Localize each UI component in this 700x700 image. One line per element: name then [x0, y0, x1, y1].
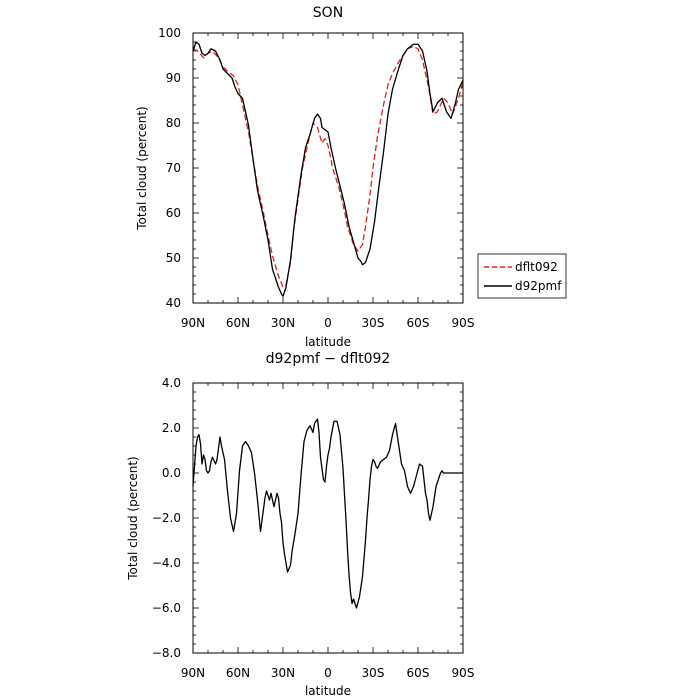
bottom-chart-title: d92pmf − dflt092: [266, 351, 391, 367]
legend-label-d92pmf: d92pmf: [515, 279, 562, 293]
bottom-chart-ytick-label: 4.0: [162, 376, 181, 390]
top-chart-ytick-label: 100: [158, 26, 181, 40]
bottom-chart-xlabel: latitude: [305, 684, 351, 698]
top-chart-ytick-label: 70: [166, 161, 181, 175]
bottom-chart-ytick-label: 2.0: [162, 421, 181, 435]
legend-label-dflt092: dflt092: [515, 260, 558, 274]
bottom-chart-frame: [192, 382, 464, 654]
bottom-chart-xtick-label: 30S: [362, 666, 385, 680]
top-chart-xtick-label: 60S: [407, 316, 430, 330]
top-chart-ytick-label: 60: [166, 206, 181, 220]
legend-box: [477, 253, 567, 299]
top-chart-xtick-label: 30S: [362, 316, 385, 330]
top-chart: SON Total cloud (percent) latitude 40 50 6…: [135, 5, 474, 349]
bottom-chart-xtick-label: 60S: [407, 666, 430, 680]
top-chart-xtick-label: 0: [324, 316, 332, 330]
bottom-chart-xtick-label: 30N: [271, 666, 295, 680]
top-chart-ytick-label: 50: [166, 251, 181, 265]
bottom-chart-ytick-label: −8.0: [152, 646, 181, 660]
top-chart-series-d92pmf: [192, 41, 464, 297]
bottom-chart-xtick-label: 90N: [181, 666, 205, 680]
top-chart-xtick-label: 90S: [452, 316, 475, 330]
top-chart-title: SON: [313, 5, 343, 21]
bottom-chart-xtick-label: 0: [324, 666, 332, 680]
top-chart-xtick-label: 30N: [271, 316, 295, 330]
top-chart-ytick-label: 90: [166, 71, 181, 85]
bottom-chart-ylabel: Total cloud (percent): [126, 456, 140, 580]
top-chart-xtick-label: 60N: [226, 316, 250, 330]
top-chart-frame: [192, 32, 464, 304]
top-chart-xlabel: latitude: [305, 335, 351, 349]
top-chart-xtick-label: 90N: [181, 316, 205, 330]
bottom-chart-ytick-label: −4.0: [152, 556, 181, 570]
legend: dflt092 d92pmf: [477, 253, 567, 299]
bottom-chart-plot: −8.0 −6.0 −4.0 −2.0 0.0 2.0 4.0 90N 60N 30N 0 30S 60…: [152, 376, 475, 680]
top-chart-series-dflt092: [192, 45, 464, 288]
top-chart-ytick-label: 80: [166, 116, 181, 130]
bottom-chart: d92pmf − dflt092 Total cloud (percent) l…: [126, 351, 474, 698]
bottom-chart-xtick-label: 90S: [452, 666, 475, 680]
top-chart-ytick-label: 40: [166, 296, 181, 310]
bottom-chart-series-difference: [192, 418, 463, 609]
bottom-chart-ytick-label: −2.0: [152, 511, 181, 525]
top-chart-ylabel: Total cloud (percent): [135, 106, 149, 230]
bottom-chart-xtick-label: 60N: [226, 666, 250, 680]
top-chart-plot: 40 50 60 70 80 90 100 90N 60N 30N 0 30S 60S 90S: [158, 26, 474, 330]
bottom-chart-ytick-label: −6.0: [152, 601, 181, 615]
bottom-chart-ytick-label: 0.0: [162, 466, 181, 480]
